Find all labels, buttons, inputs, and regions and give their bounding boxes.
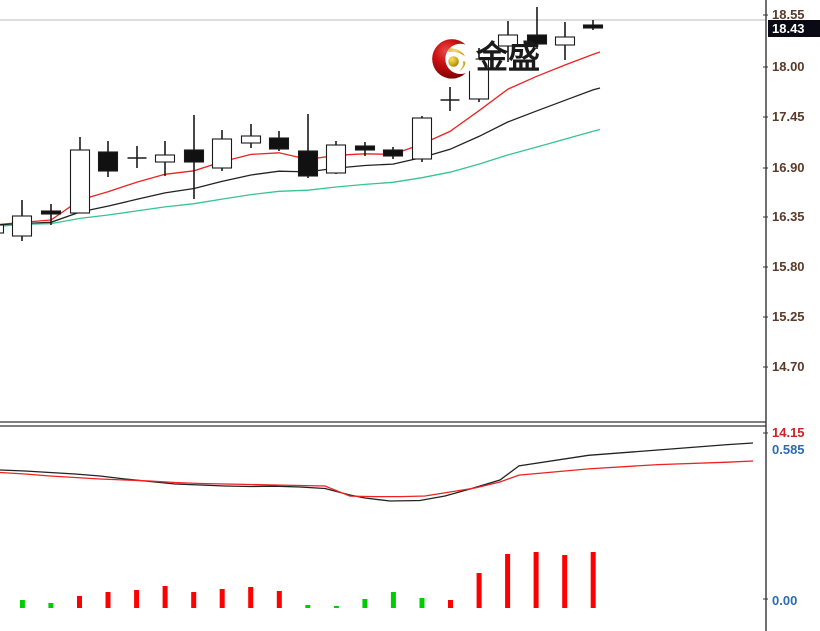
svg-text:18.43: 18.43 [772, 21, 805, 36]
svg-text:16.35: 16.35 [772, 209, 805, 224]
svg-text:金盛: 金盛 [475, 39, 540, 75]
svg-text:14.15: 14.15 [772, 425, 805, 440]
svg-text:18.55: 18.55 [772, 7, 805, 22]
svg-text:0.585: 0.585 [772, 442, 805, 457]
svg-text:15.25: 15.25 [772, 309, 805, 324]
svg-text:0.00: 0.00 [772, 593, 797, 608]
svg-text:17.45: 17.45 [772, 109, 805, 124]
svg-text:14.70: 14.70 [772, 359, 805, 374]
svg-text:15.80: 15.80 [772, 259, 805, 274]
svg-text:16.90: 16.90 [772, 160, 805, 175]
svg-text:18.00: 18.00 [772, 59, 805, 74]
